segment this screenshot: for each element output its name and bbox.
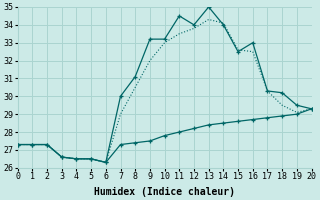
X-axis label: Humidex (Indice chaleur): Humidex (Indice chaleur) xyxy=(94,186,235,197)
